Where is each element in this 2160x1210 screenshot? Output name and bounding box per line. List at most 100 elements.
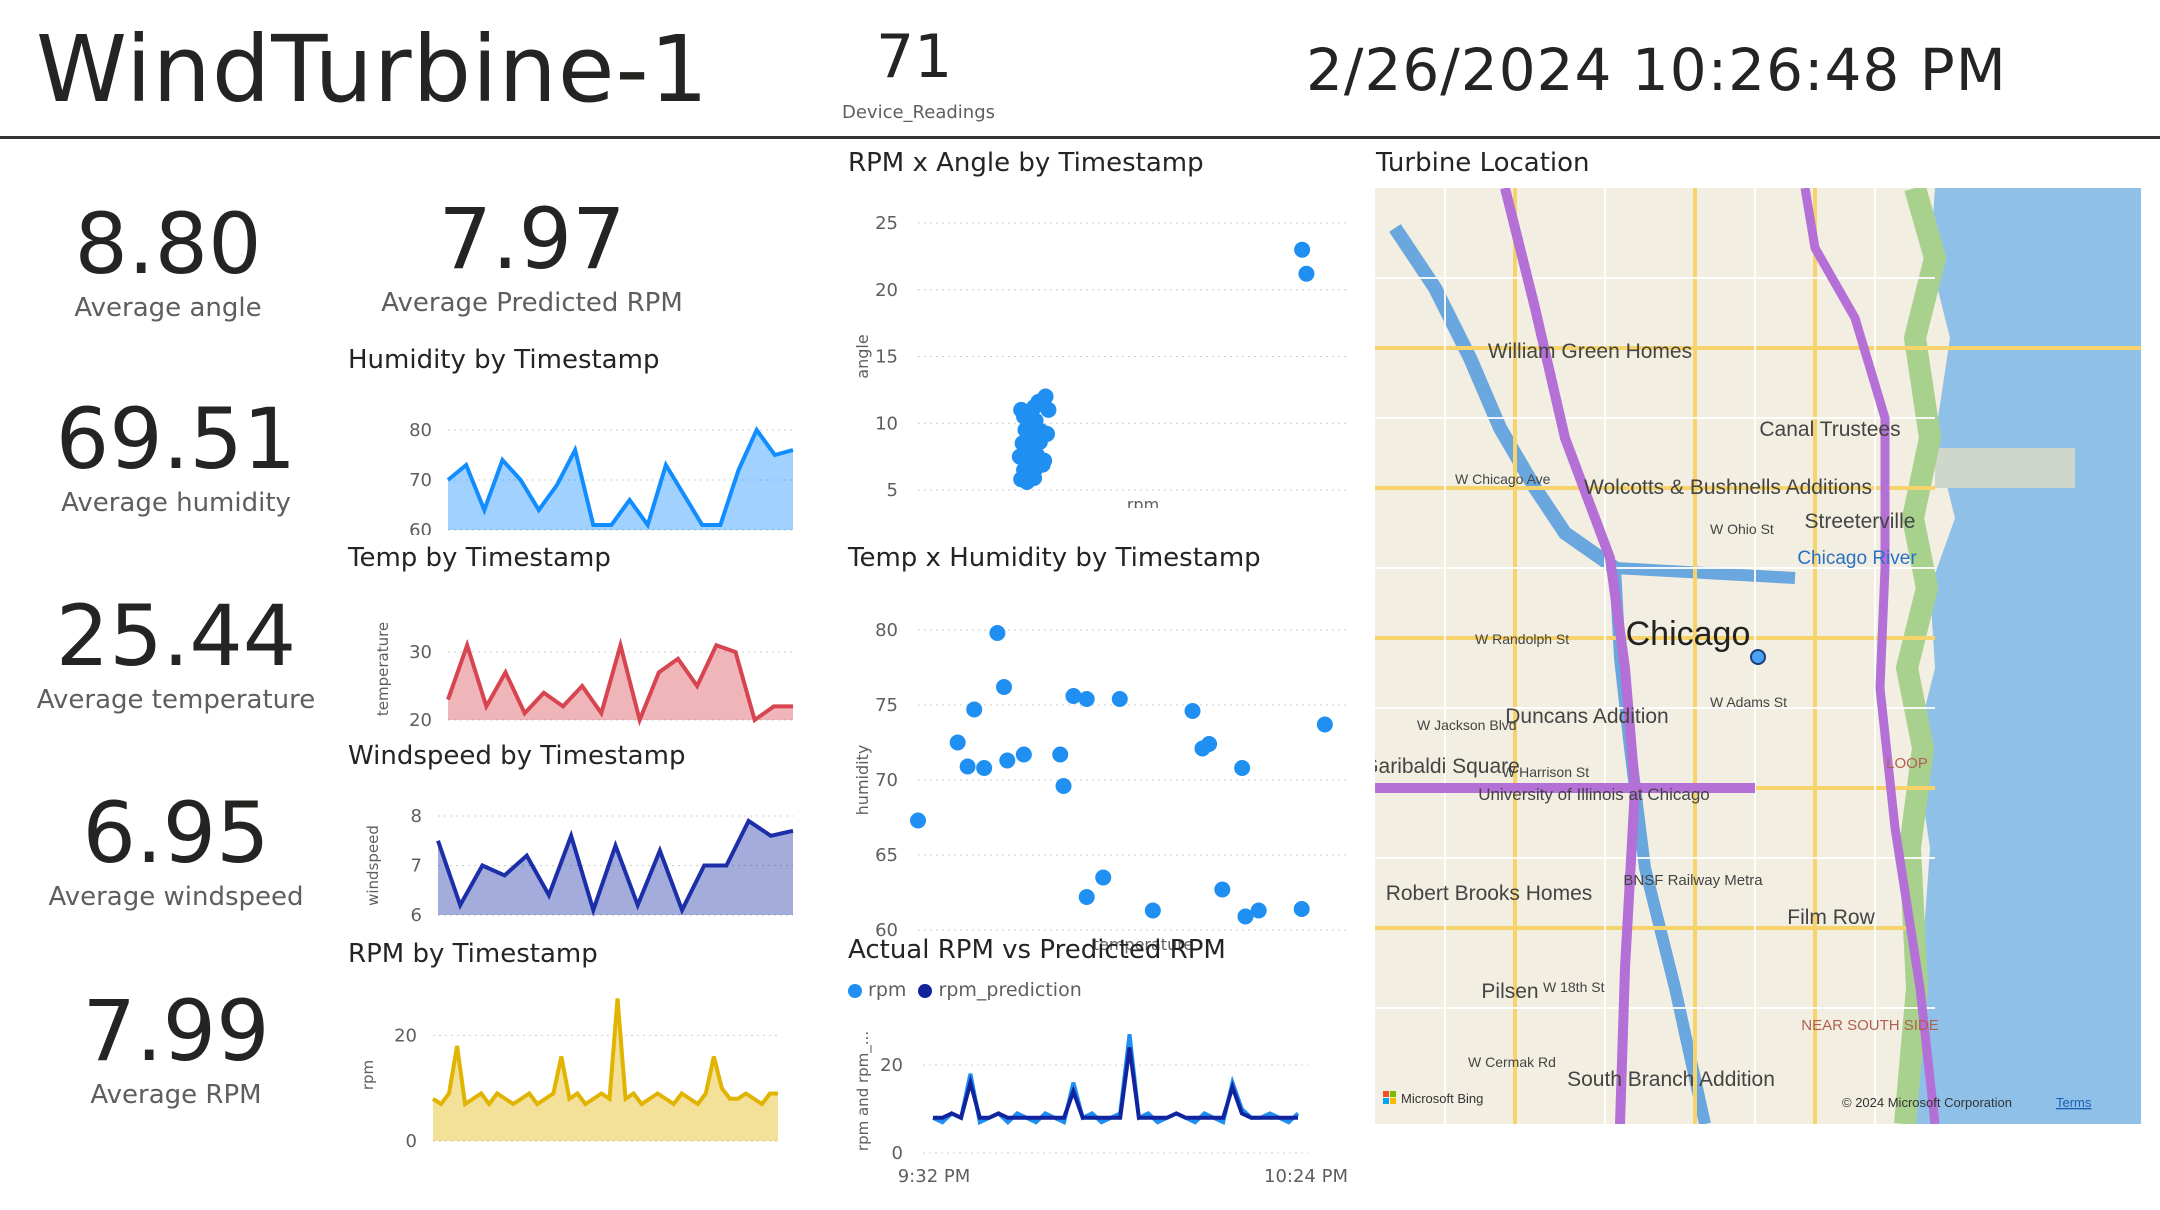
scatter-point bbox=[1298, 265, 1315, 282]
turbine-location-marker[interactable] bbox=[1750, 649, 1766, 665]
y-tick-label: 70 bbox=[875, 770, 898, 791]
bing-logo bbox=[1383, 1091, 1396, 1104]
map-river-north bbox=[1389, 224, 1620, 574]
y-tick-label: 20 bbox=[409, 710, 432, 731]
kpi-card-angle[interactable]: 8.80 Average angle bbox=[8, 195, 328, 323]
scatter-point bbox=[1237, 908, 1254, 925]
map-terms-link[interactable]: Terms bbox=[2056, 1095, 2092, 1110]
chart-title: RPM x Angle by Timestamp bbox=[848, 148, 1204, 178]
y-tick-label: 80 bbox=[875, 620, 898, 641]
map-label: NEAR SOUTH SIDE bbox=[1801, 1017, 1939, 1034]
series-line bbox=[436, 818, 794, 917]
series-area bbox=[448, 645, 793, 720]
y-axis-label: angle bbox=[853, 334, 872, 378]
y-axis-label: rpm bbox=[359, 1060, 377, 1090]
x-tick-label: 9:32 PM bbox=[898, 1166, 971, 1187]
windspeed-chart-plot[interactable]: 8 7 6 windspeed bbox=[348, 771, 808, 931]
temp-humidity-scatter[interactable]: Temp x Humidity by Timestamp 80 75 70 65 60 h… bbox=[848, 543, 1358, 954]
scatter-point bbox=[1144, 902, 1161, 919]
rpm-angle-scatter-plot[interactable]: 25 20 15 10 5 angle rpm bbox=[848, 178, 1358, 514]
humidity-chart[interactable]: Humidity by Timestamp 80 70 60 bbox=[348, 345, 808, 541]
chart-title: Actual RPM vs Predicted RPM bbox=[848, 935, 1226, 965]
map-label: Canal Trustees bbox=[1759, 418, 1900, 441]
scatter-point bbox=[1052, 746, 1069, 763]
map-minor-streets bbox=[1375, 188, 1935, 1124]
temp-humidity-scatter-plot[interactable]: 80 75 70 65 60 humidity temperature bbox=[848, 573, 1358, 958]
y-tick-label: 6 bbox=[411, 905, 422, 926]
map-label: William Green Homes bbox=[1488, 340, 1692, 363]
y-tick-label: 0 bbox=[892, 1143, 903, 1164]
rpm-chart[interactable]: RPM by Timestamp 20 0 rpm bbox=[348, 939, 808, 1152]
y-axis-label: rpm and rpm_... bbox=[854, 1031, 873, 1151]
map-label: W Cermak Rd bbox=[1468, 1054, 1556, 1070]
actual-vs-predicted-chart[interactable]: Actual RPM vs Predicted RPM rpm rpm_pred… bbox=[848, 935, 1358, 1205]
scatter-point bbox=[976, 760, 993, 776]
kpi-label: Average Predicted RPM bbox=[381, 288, 683, 318]
turbine-map[interactable]: William Green Homes Canal Trustees Wolco… bbox=[1375, 188, 2141, 1124]
map-label: Chicago bbox=[1626, 615, 1751, 653]
chart-title: Windspeed by Timestamp bbox=[348, 741, 686, 771]
y-tick-label: 10 bbox=[875, 413, 898, 434]
kpi-card-rpm[interactable]: 7.99 Average RPM bbox=[16, 982, 336, 1110]
scatter-point bbox=[1026, 469, 1043, 486]
kpi-value: 8.80 bbox=[74, 195, 262, 293]
map-label: W Ohio St bbox=[1710, 521, 1774, 537]
scatter-point bbox=[1201, 736, 1218, 752]
map-lake bbox=[1915, 188, 2141, 1124]
y-tick-label: 65 bbox=[875, 845, 898, 866]
y-tick-label: 20 bbox=[880, 1055, 903, 1076]
temperature-chart-plot[interactable]: 30 20 temperature bbox=[348, 573, 808, 733]
y-tick-label: 30 bbox=[409, 642, 432, 663]
y-tick-label: 15 bbox=[875, 347, 898, 368]
y-tick-label: 7 bbox=[411, 856, 422, 877]
series-line bbox=[431, 998, 778, 1108]
header-divider bbox=[0, 136, 2160, 139]
humidity-chart-plot[interactable]: 80 70 60 bbox=[348, 375, 808, 541]
chart-title: Temp by Timestamp bbox=[348, 543, 611, 573]
map-label: Robert Brooks Homes bbox=[1386, 882, 1593, 905]
map-label: Chicago River bbox=[1797, 548, 1917, 569]
map-label: Streeterville bbox=[1805, 510, 1916, 533]
legend-dot-rpm-prediction bbox=[918, 983, 933, 998]
legend-dot-rpm bbox=[848, 983, 862, 998]
y-tick-label: 25 bbox=[875, 213, 898, 234]
kpi-label: Average angle bbox=[74, 293, 262, 323]
y-axis-label: temperature bbox=[374, 622, 392, 716]
scatter-point bbox=[1316, 716, 1333, 733]
scatter-point bbox=[1055, 778, 1072, 794]
scatter-point bbox=[1250, 902, 1267, 919]
map-interstate-90-94 bbox=[1500, 188, 1641, 1124]
scatter-point bbox=[1234, 760, 1251, 776]
rpm-chart-plot[interactable]: 20 0 rpm bbox=[348, 969, 808, 1152]
kpi-value: 25.44 bbox=[55, 587, 297, 685]
scatter-point bbox=[1111, 691, 1128, 707]
y-tick-label: 60 bbox=[875, 920, 898, 941]
kpi-card-windspeed[interactable]: 6.95 Average windspeed bbox=[16, 784, 336, 912]
kpi-value: 69.51 bbox=[55, 390, 297, 488]
kpi-card-temperature[interactable]: 25.44 Average temperature bbox=[16, 587, 336, 715]
windspeed-chart[interactable]: Windspeed by Timestamp 8 7 6 windspeed bbox=[348, 741, 808, 931]
y-tick-label: 60 bbox=[409, 520, 432, 535]
map-lake-shore-drive bbox=[1800, 188, 1940, 1124]
kpi-label: Average RPM bbox=[90, 1080, 262, 1110]
kpi-card-predicted-rpm[interactable]: 7.97 Average Predicted RPM bbox=[372, 190, 692, 318]
map-label: Garibaldi Square bbox=[1375, 755, 1520, 778]
scatter-point bbox=[959, 758, 976, 775]
map-navy-pier bbox=[1935, 448, 2075, 488]
kpi-value: 6.95 bbox=[82, 784, 270, 882]
scatter-point bbox=[989, 625, 1006, 641]
kpi-card-humidity[interactable]: 69.51 Average humidity bbox=[16, 390, 336, 518]
scatter-point bbox=[1078, 691, 1095, 707]
map-label: LOOP bbox=[1886, 755, 1928, 772]
scatter-point bbox=[1078, 889, 1095, 905]
actual-vs-predicted-plot[interactable]: 20 0 rpm and rpm_... 9:32 PM 10:24 PM bbox=[848, 1001, 1358, 1206]
map-canvas[interactable]: William Green Homes Canal Trustees Wolco… bbox=[1375, 188, 2141, 1124]
map-label: Duncans Addition bbox=[1505, 705, 1668, 728]
temperature-chart[interactable]: Temp by Timestamp 30 20 temperature bbox=[348, 543, 808, 733]
rpm-angle-scatter[interactable]: RPM x Angle by Timestamp 25 20 15 10 5 angle r… bbox=[848, 148, 1358, 514]
map-label: W 18th St bbox=[1543, 979, 1605, 995]
map-label: BNSF Railway Metra bbox=[1623, 872, 1763, 889]
scatter-point bbox=[1293, 901, 1310, 917]
y-tick-label: 70 bbox=[409, 470, 432, 491]
series-area bbox=[438, 820, 793, 915]
